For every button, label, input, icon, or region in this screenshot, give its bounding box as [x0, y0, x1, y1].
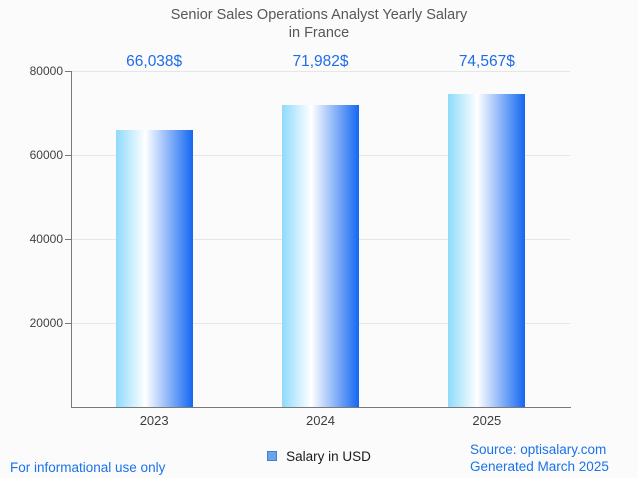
y-axis-label: 60000	[29, 148, 63, 162]
disclaimer-text: For informational use only	[10, 460, 166, 475]
x-axis-label: 2023	[139, 413, 169, 428]
bar-value-label: 74,567$	[458, 53, 515, 70]
chart-title-line1: Senior Sales Operations Analyst Yearly S…	[170, 7, 468, 23]
y-axis-label: 80000	[29, 64, 63, 78]
y-axis-label: 20000	[29, 316, 63, 330]
gridline	[71, 71, 570, 72]
chart-legend: Salary in USD	[0, 447, 638, 465]
chart-title: Senior Sales Operations Analyst Yearly S…	[0, 6, 638, 42]
y-axis-label: 40000	[29, 232, 63, 246]
chart-title-line2: in France	[288, 25, 350, 41]
x-axis-line	[71, 407, 571, 408]
x-axis-label: 2025	[472, 413, 502, 428]
y-axis-tick	[65, 323, 71, 324]
bar-2023[interactable]	[115, 129, 193, 407]
bar-2025[interactable]	[448, 93, 526, 407]
y-axis-line	[71, 71, 72, 407]
x-axis-label: 2024	[306, 413, 335, 428]
y-axis-tick	[65, 155, 71, 156]
y-axis-tick	[65, 239, 71, 240]
bar-value-label: 66,038$	[126, 53, 183, 70]
bar-2024[interactable]	[282, 104, 359, 407]
bar-value-label: 71,982$	[292, 53, 349, 70]
y-axis-tick	[65, 71, 71, 72]
legend-label: Salary in USD	[286, 448, 371, 464]
source-block: Source: optisalary.com Generated March 2…	[470, 442, 609, 475]
source-link[interactable]: Source: optisalary.com	[470, 442, 607, 457]
legend-square-icon	[267, 451, 278, 461]
generated-date: Generated March 2025	[470, 458, 609, 474]
